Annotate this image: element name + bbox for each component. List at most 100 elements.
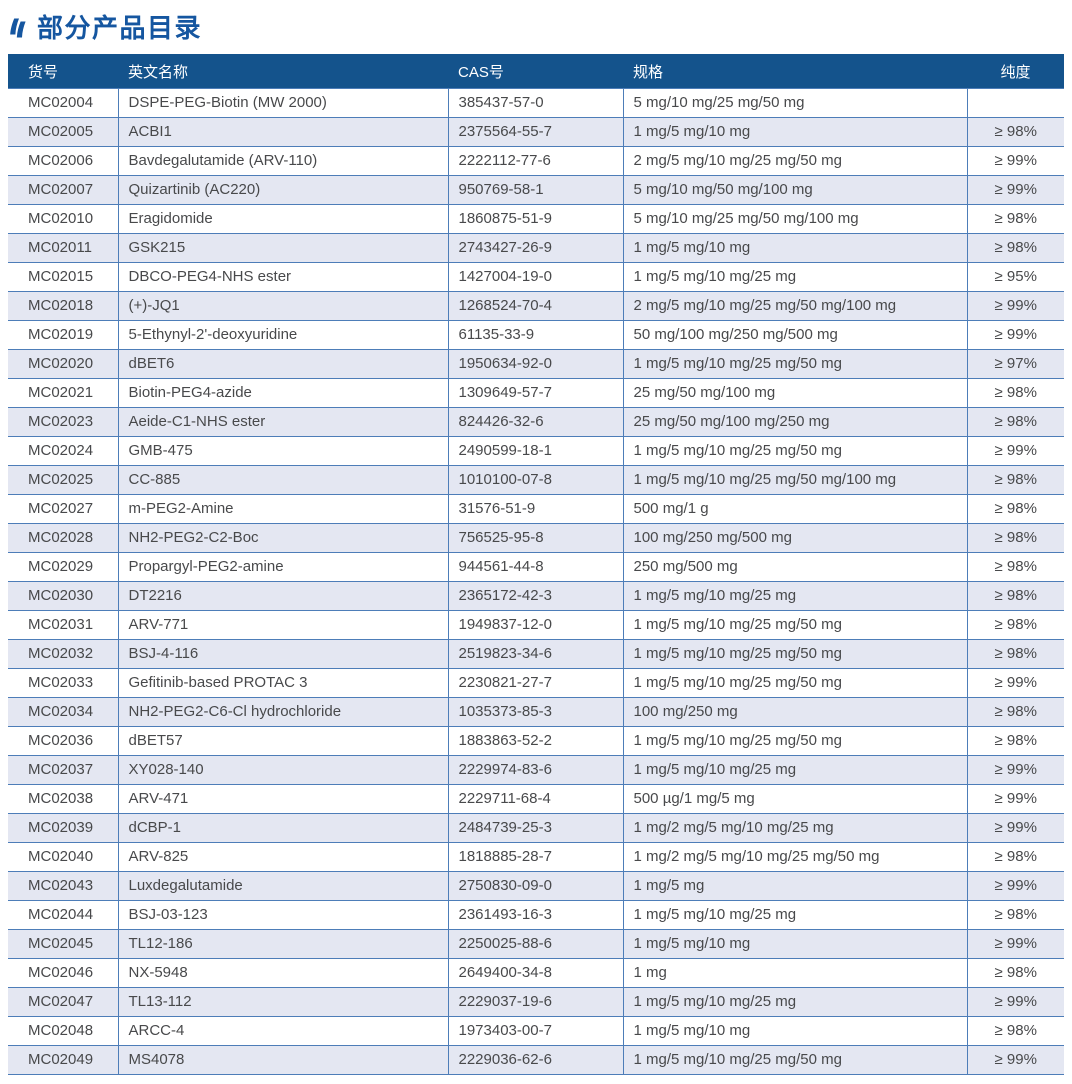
table-row: MC02027 m-PEG2-Amine 31576-51-9 500 mg/1 g ≥…: [8, 494, 1064, 524]
cell-sku: MC02040: [8, 842, 118, 872]
cell-spec: 1 mg/5 mg/10 mg: [622, 1016, 967, 1046]
cell-spec: 5 mg/10 mg/25 mg/50 mg: [622, 88, 967, 118]
cell-spec: 500 µg/1 mg/5 mg: [622, 784, 967, 814]
cell-sku: MC02031: [8, 610, 118, 640]
cell-name: DSPE-PEG-Biotin (MW 2000): [117, 88, 448, 118]
table-header-row: 货号 英文名称 CAS号 规格 纯度: [8, 54, 1064, 89]
table-row: MC02005 ACBI1 2375564-55-7 1 mg/5 mg/10 mg ≥…: [8, 117, 1064, 147]
table-row: MC02023 Aeide-C1-NHS ester 824426-32-6 25 m…: [8, 407, 1064, 437]
table-row: MC02036 dBET57 1883863-52-2 1 mg/5 mg/10 mg…: [8, 726, 1064, 756]
column-header-spec: 规格: [623, 54, 967, 89]
table-row: MC02031 ARV-771 1949837-12-0 1 mg/5 mg/10 m…: [8, 610, 1064, 640]
table-row: MC02010 Eragidomide 1860875-51-9 5 mg/10 mg…: [8, 204, 1064, 234]
cell-spec: 1 mg/5 mg/10 mg/25 mg/50 mg: [622, 436, 967, 466]
cell-sku: MC02007: [8, 175, 118, 205]
cell-name: dBET6: [117, 349, 448, 379]
cell-purity: [966, 88, 1064, 118]
cell-name: NX-5948: [117, 958, 448, 988]
cell-sku: MC02023: [8, 407, 118, 437]
cell-name: XY028-140: [117, 755, 448, 785]
cell-sku: MC02049: [8, 1045, 118, 1075]
cell-purity: ≥ 95%: [966, 262, 1064, 292]
cell-spec: 1 mg/5 mg/10 mg/25 mg/50 mg/100 mg: [622, 465, 967, 495]
cell-cas: 2750830-09-0: [447, 871, 623, 901]
cell-sku: MC02006: [8, 146, 118, 176]
cell-sku: MC02011: [8, 233, 118, 263]
cell-sku: MC02037: [8, 755, 118, 785]
cell-sku: MC02048: [8, 1016, 118, 1046]
table-row: MC02045 TL12-186 2250025-88-6 1 mg/5 mg/10 …: [8, 929, 1064, 959]
cell-cas: 756525-95-8: [447, 523, 623, 553]
table-row: MC02038 ARV-471 2229711-68-4 500 µg/1 mg/5 …: [8, 784, 1064, 814]
table-row: MC02037 XY028-140 2229974-83-6 1 mg/5 mg/10…: [8, 755, 1064, 785]
cell-sku: MC02004: [8, 88, 118, 118]
cell-purity: ≥ 99%: [966, 175, 1064, 205]
cell-name: TL13-112: [117, 987, 448, 1017]
table-row: MC02018 (+)-JQ1 1268524-70-4 2 mg/5 mg/10 m…: [8, 291, 1064, 321]
cell-spec: 2 mg/5 mg/10 mg/25 mg/50 mg: [622, 146, 967, 176]
cell-purity: ≥ 99%: [966, 320, 1064, 350]
cell-purity: ≥ 99%: [966, 668, 1064, 698]
cell-name: DT2216: [117, 581, 448, 611]
cell-sku: MC02047: [8, 987, 118, 1017]
cell-name: ARV-471: [117, 784, 448, 814]
cell-sku: MC02036: [8, 726, 118, 756]
table-row: MC02030 DT2216 2365172-42-3 1 mg/5 mg/10 mg…: [8, 581, 1064, 611]
cell-spec: 100 mg/250 mg/500 mg: [622, 523, 967, 553]
cell-sku: MC02029: [8, 552, 118, 582]
cell-cas: 950769-58-1: [447, 175, 623, 205]
cell-purity: ≥ 98%: [966, 958, 1064, 988]
table-row: MC02025 CC-885 1010100-07-8 1 mg/5 mg/10 mg…: [8, 465, 1064, 495]
cell-cas: 2222112-77-6: [447, 146, 623, 176]
cell-cas: 2229711-68-4: [447, 784, 623, 814]
cell-spec: 25 mg/50 mg/100 mg/250 mg: [622, 407, 967, 437]
cell-cas: 2375564-55-7: [447, 117, 623, 147]
cell-sku: MC02046: [8, 958, 118, 988]
column-header-sku: 货号: [8, 54, 118, 89]
cell-purity: ≥ 98%: [966, 726, 1064, 756]
table-row: MC02034 NH2-PEG2-C6-Cl hydrochloride 10353…: [8, 697, 1064, 727]
cell-spec: 1 mg/2 mg/5 mg/10 mg/25 mg: [622, 813, 967, 843]
cell-spec: 1 mg/5 mg/10 mg/25 mg: [622, 581, 967, 611]
cell-name: TL12-186: [117, 929, 448, 959]
cell-name: NH2-PEG2-C2-Boc: [117, 523, 448, 553]
cell-sku: MC02032: [8, 639, 118, 669]
cell-cas: 824426-32-6: [447, 407, 623, 437]
cell-name: Aeide-C1-NHS ester: [117, 407, 448, 437]
cell-cas: 1309649-57-7: [447, 378, 623, 408]
cell-spec: 1 mg/5 mg/10 mg/25 mg: [622, 755, 967, 785]
cell-name: Bavdegalutamide (ARV-110): [117, 146, 448, 176]
cell-cas: 2250025-88-6: [447, 929, 623, 959]
cell-sku: MC02030: [8, 581, 118, 611]
cell-name: m-PEG2-Amine: [117, 494, 448, 524]
cell-sku: MC02018: [8, 291, 118, 321]
cell-cas: 1860875-51-9: [447, 204, 623, 234]
cell-cas: 1818885-28-7: [447, 842, 623, 872]
cell-sku: MC02015: [8, 262, 118, 292]
cell-sku: MC02038: [8, 784, 118, 814]
cell-purity: ≥ 98%: [966, 494, 1064, 524]
cell-sku: MC02020: [8, 349, 118, 379]
cell-cas: 1427004-19-0: [447, 262, 623, 292]
cell-name: ARV-771: [117, 610, 448, 640]
cell-cas: 1949837-12-0: [447, 610, 623, 640]
table-row: MC02015 DBCO-PEG4-NHS ester 1427004-19-0 1 …: [8, 262, 1064, 292]
cell-spec: 100 mg/250 mg: [622, 697, 967, 727]
cell-purity: ≥ 99%: [966, 291, 1064, 321]
cell-name: GMB-475: [117, 436, 448, 466]
table-row: MC02021 Biotin-PEG4-azide 1309649-57-7 25 m…: [8, 378, 1064, 408]
cell-purity: ≥ 98%: [966, 1016, 1064, 1046]
cell-cas: 1950634-92-0: [447, 349, 623, 379]
cell-name: Biotin-PEG4-azide: [117, 378, 448, 408]
cell-cas: 2649400-34-8: [447, 958, 623, 988]
table-row: MC02048 ARCC-4 1973403-00-7 1 mg/5 mg/10 mg…: [8, 1016, 1064, 1046]
table-row: MC02006 Bavdegalutamide (ARV-110) 2222112-…: [8, 146, 1064, 176]
cell-name: CC-885: [117, 465, 448, 495]
cell-cas: 2229036-62-6: [447, 1045, 623, 1075]
column-header-purity: 纯度: [967, 54, 1064, 89]
cell-cas: 61135-33-9: [447, 320, 623, 350]
cell-sku: MC02024: [8, 436, 118, 466]
cell-sku: MC02010: [8, 204, 118, 234]
cell-cas: 2230821-27-7: [447, 668, 623, 698]
cell-sku: MC02027: [8, 494, 118, 524]
